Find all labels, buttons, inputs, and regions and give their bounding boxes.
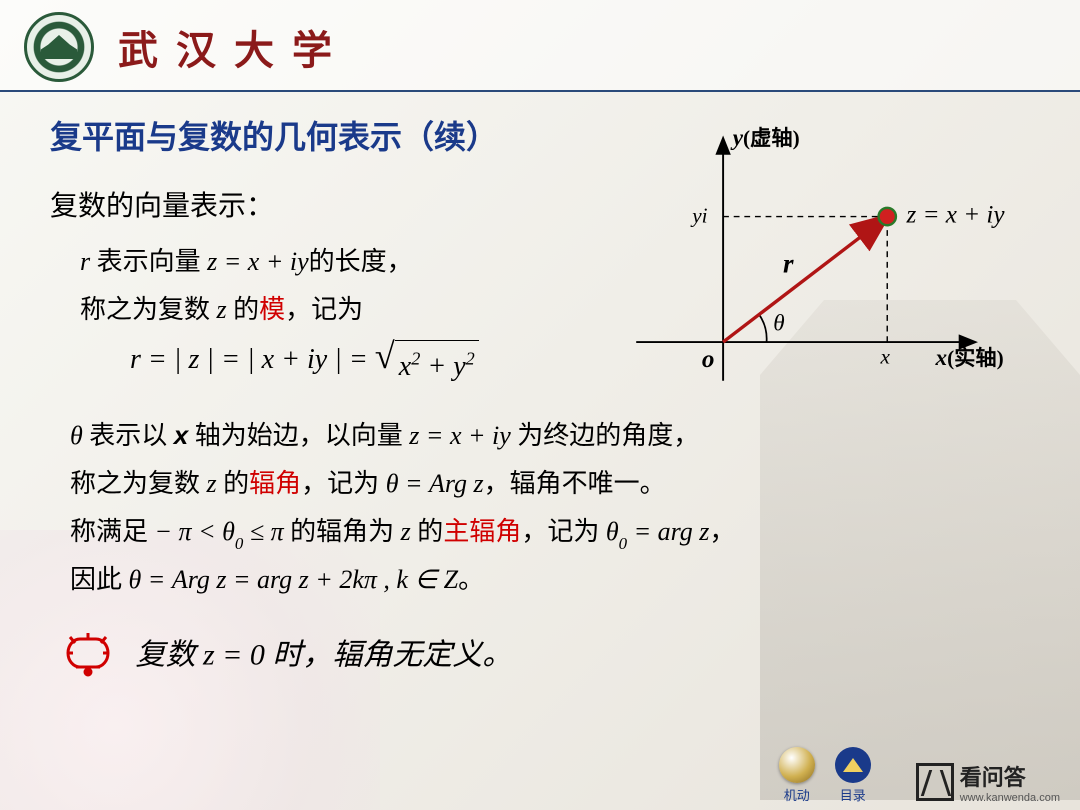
r-label: r [783, 249, 794, 279]
complex-point [879, 208, 896, 225]
complex-plane-diagram: y(虚轴) x(实轴) o yi x r θ z = x + iy [600, 120, 1020, 400]
angle-arc [759, 314, 767, 342]
circle-icon [779, 747, 815, 783]
watermark: 看问答 www.kanwenda.com [916, 760, 1060, 804]
nav-toc-button[interactable]: 目录 [830, 747, 876, 804]
text-line-2: 称之为复数 z 的模，记为 [50, 286, 640, 334]
y-axis-label: y(虚轴) [730, 125, 800, 151]
slide-header: 武 汉 大 学 [0, 0, 1080, 92]
slide-footer: 机动 目录 看问答 www.kanwenda.com [774, 747, 1060, 804]
x-axis-label: x(实轴) [935, 345, 1004, 371]
text-line-5: 称满足 − π < θ0 ≤ π 的辐角为 z 的主辐角，记为 θ0 = arg… [50, 508, 1030, 556]
up-triangle-icon [835, 747, 871, 783]
note-line: 复数 z = 0 时，辐角无定义。 [50, 625, 1030, 690]
point-formula: z = x + iy [906, 201, 1006, 228]
bell-icon [60, 625, 116, 690]
watermark-logo-icon [916, 763, 954, 801]
vector-r [723, 219, 883, 342]
text-line-4: 称之为复数 z 的辐角，记为 θ = Arg z，辐角不唯一。 [50, 460, 1030, 508]
yi-label: yi [690, 203, 707, 227]
theta-label: θ [773, 310, 784, 336]
text-line-6: 因此 θ = Arg z = arg z + 2kπ , k ∈ Z。 [50, 556, 1030, 604]
logo-building-icon [41, 35, 77, 59]
nav-animate-button[interactable]: 机动 [774, 747, 820, 804]
text-line-3: θ 表示以 x 轴为始边，以向量 z = x + iy 为终边的角度， [50, 411, 1030, 460]
university-name: 武 汉 大 学 [118, 18, 336, 76]
origin-label: o [702, 346, 715, 373]
university-logo [24, 12, 94, 82]
x-tick-label: x [879, 344, 890, 368]
text-line-1: r 表示向量 z = x + iy的长度， [50, 238, 640, 286]
